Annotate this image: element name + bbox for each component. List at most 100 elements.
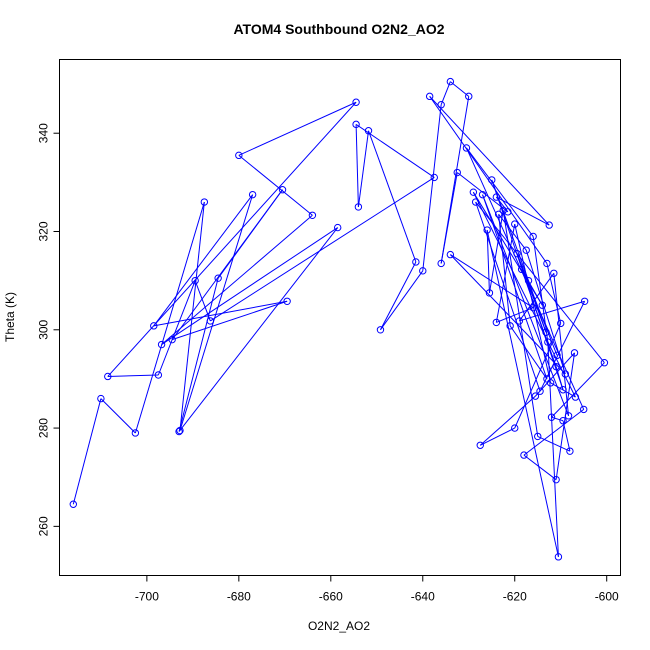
data-point [511, 424, 519, 432]
series-line-segment [450, 81, 470, 97]
series-line-segment [153, 194, 254, 327]
series-line-segment [562, 420, 571, 452]
series-line-segment [178, 278, 219, 432]
series-line-segment [547, 342, 559, 557]
data-point [552, 362, 560, 371]
data-point [168, 335, 176, 344]
data-point [214, 274, 222, 282]
data-point [485, 289, 494, 297]
series-line-segment [472, 191, 576, 398]
data-point [520, 451, 528, 459]
series-line-segment [422, 104, 442, 271]
x-axis-title: O2N2_AO2 [308, 619, 370, 633]
data-point [559, 417, 567, 425]
series-line-segment [496, 307, 534, 323]
data-point [511, 220, 519, 228]
series-line-segment [491, 179, 564, 390]
data-point [412, 258, 420, 266]
series-line-segment [509, 325, 548, 380]
data-point [550, 269, 558, 277]
series-line-segment [153, 300, 288, 327]
data-point [492, 193, 501, 201]
data-point [376, 326, 385, 334]
series-line-segment [498, 213, 527, 251]
data-point [69, 500, 77, 508]
data-point [235, 151, 243, 160]
data-point [553, 351, 561, 360]
data-point [283, 297, 291, 305]
data-point [542, 328, 550, 336]
data-point [462, 144, 471, 152]
y-axis: 260 280 300 320 340 [37, 123, 60, 536]
x-tick-label: -700 [135, 590, 159, 604]
series-line-segment [525, 250, 566, 375]
data-point [515, 317, 524, 325]
data-point [150, 322, 158, 330]
y-tick-label: 280 [37, 418, 51, 438]
series-line-segment [107, 374, 159, 377]
data-point [175, 427, 183, 436]
series-line-segment [537, 435, 571, 452]
data-point [557, 319, 565, 328]
data-point [453, 168, 461, 177]
data-point [97, 394, 105, 403]
series-line-segment [210, 177, 435, 322]
data-point [504, 208, 512, 216]
data-point [446, 250, 455, 259]
data-point [430, 173, 438, 182]
data-point [538, 301, 547, 309]
data-point [522, 246, 530, 254]
data-point [248, 190, 257, 199]
data-point [513, 249, 521, 258]
data-point [483, 226, 491, 234]
data-point [506, 322, 514, 330]
data-point [564, 412, 573, 420]
series-line-segment [161, 227, 338, 345]
data-point [437, 259, 445, 268]
data-point [446, 77, 455, 86]
data-point [534, 432, 542, 441]
data-point [536, 387, 544, 395]
x-tick-label: -600 [595, 590, 619, 604]
series-line-segment [179, 201, 205, 431]
data-point [547, 413, 556, 421]
data-point [546, 379, 555, 387]
data-point [419, 267, 427, 275]
data-point [104, 372, 112, 381]
series-line-segment [551, 362, 605, 418]
x-tick-label: -620 [503, 590, 527, 604]
series-line-segment [440, 81, 451, 105]
data-point [499, 206, 507, 215]
plot-area [69, 77, 609, 561]
data-point [437, 101, 445, 109]
series-line-segment [179, 194, 254, 431]
series-line-segment [495, 224, 516, 323]
data-point [559, 386, 567, 394]
data-point [465, 92, 473, 101]
series-line-segment [496, 196, 550, 226]
series-line-segment [217, 189, 283, 279]
series-line-segment [100, 398, 136, 434]
series-line-segment [161, 214, 313, 345]
data-point [352, 120, 360, 129]
series-line-segment [523, 408, 585, 456]
data-point [544, 338, 552, 346]
data-point [494, 210, 503, 219]
series-line-segment [551, 416, 564, 422]
data-point [600, 359, 609, 367]
data-point [531, 392, 540, 400]
series-line-segment [480, 427, 515, 446]
series-line-segment [440, 172, 458, 264]
series-line-segment [518, 272, 555, 322]
series-line-segment [523, 454, 557, 481]
plot-frame [59, 59, 621, 576]
data-point [580, 297, 589, 305]
y-tick-label: 260 [37, 516, 51, 536]
data-point [570, 349, 579, 357]
series-line-segment [516, 253, 558, 356]
data-point [554, 553, 563, 561]
series-line-segment [429, 96, 550, 226]
data-point [492, 318, 501, 327]
series-line-segment [72, 398, 102, 505]
